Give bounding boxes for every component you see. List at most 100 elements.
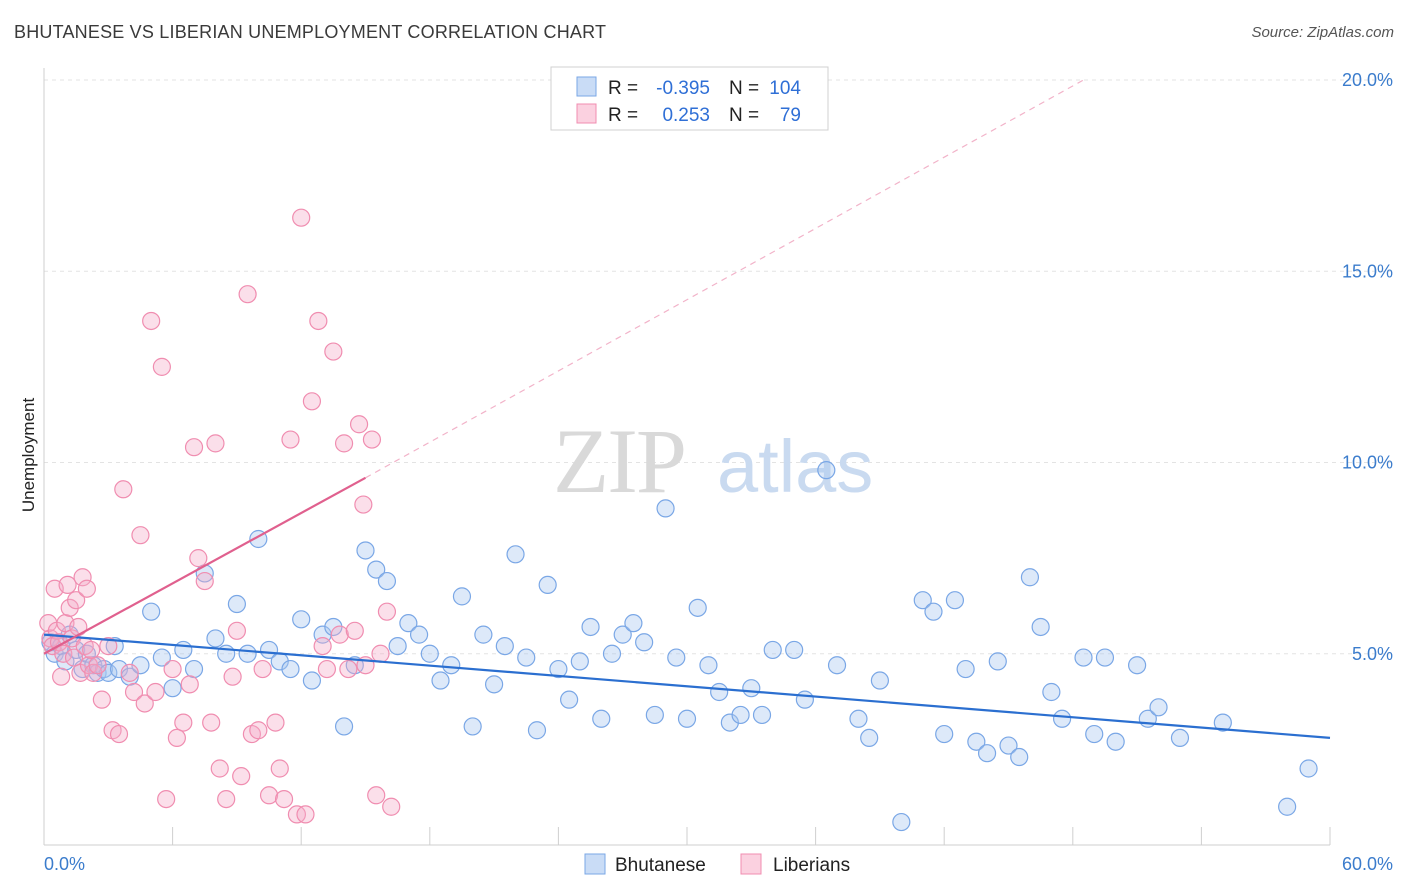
- point-bhutanese: [1170, 728, 1190, 748]
- point-liberians: [58, 575, 77, 595]
- tick-labels: 5.0% 10.0% 15.0% 20.0% 0.0% 60.0%: [44, 70, 1393, 874]
- liberians-r-value: 0.253: [662, 105, 710, 126]
- point-bhutanese: [677, 709, 697, 728]
- point-liberians: [82, 640, 101, 660]
- point-bhutanese: [506, 545, 525, 564]
- point-bhutanese: [935, 724, 954, 744]
- point-bhutanese: [495, 636, 514, 656]
- point-bhutanese: [849, 709, 868, 728]
- point-liberians: [330, 625, 349, 644]
- point-bhutanese: [105, 636, 124, 656]
- point-bhutanese: [602, 644, 622, 663]
- liberians-n-value: 79: [780, 105, 801, 126]
- point-bhutanese: [238, 644, 257, 663]
- point-bhutanese: [227, 594, 246, 614]
- trend-line-liberians: [43, 476, 367, 655]
- point-liberians: [259, 786, 279, 805]
- point-liberians: [124, 682, 144, 702]
- point-bhutanese: [570, 652, 589, 671]
- point-bhutanese: [259, 640, 279, 660]
- point-liberians: [292, 208, 311, 227]
- point-bhutanese: [742, 679, 761, 698]
- point-liberians: [339, 659, 358, 679]
- point-liberians: [120, 663, 139, 682]
- liberians-swatch: [576, 103, 597, 124]
- point-liberians: [317, 659, 337, 679]
- point-bhutanese: [356, 541, 375, 560]
- point-bhutanese: [292, 610, 311, 629]
- point-liberians: [274, 789, 294, 809]
- point-bhutanese: [377, 571, 397, 591]
- point-liberians: [253, 659, 272, 679]
- point-liberians: [296, 805, 315, 824]
- point-liberians: [377, 602, 397, 621]
- point-bhutanese: [624, 614, 643, 633]
- point-bhutanese: [635, 633, 654, 652]
- point-liberians: [157, 789, 176, 809]
- y-tick-label: 10.0%: [1342, 453, 1393, 473]
- point-bhutanese: [1020, 568, 1040, 587]
- point-liberians: [210, 759, 229, 778]
- trend-lines: [43, 79, 1331, 739]
- point-bhutanese: [1010, 747, 1029, 767]
- point-liberians: [174, 713, 193, 732]
- n-label: N =: [729, 105, 759, 126]
- y-tick-label: 5.0%: [1352, 644, 1393, 664]
- point-bhutanese: [613, 625, 632, 644]
- point-bhutanese: [1213, 713, 1232, 732]
- point-liberians: [92, 690, 111, 709]
- point-bhutanese: [592, 709, 611, 728]
- r-label: R =: [608, 105, 638, 126]
- point-bhutanese: [1149, 698, 1168, 717]
- point-liberians: [238, 285, 257, 304]
- watermark-zip: ZIP: [553, 410, 685, 512]
- point-bhutanese: [1052, 709, 1072, 728]
- point-liberians: [345, 621, 364, 640]
- point-liberians: [142, 311, 161, 331]
- point-bhutanese: [431, 671, 450, 690]
- point-bhutanese: [656, 499, 675, 518]
- point-liberians: [349, 415, 369, 434]
- point-bhutanese: [399, 614, 418, 633]
- point-bhutanese: [560, 690, 579, 709]
- point-bhutanese: [420, 644, 439, 663]
- point-bhutanese: [474, 625, 493, 644]
- point-bhutanese: [688, 598, 707, 617]
- point-bhutanese: [977, 744, 997, 763]
- point-bhutanese: [442, 656, 461, 675]
- point-liberians: [146, 682, 165, 702]
- point-bhutanese: [752, 705, 772, 725]
- point-liberians: [99, 636, 118, 656]
- point-bhutanese: [463, 717, 482, 736]
- point-bhutanese: [1127, 656, 1147, 675]
- point-bhutanese: [581, 617, 600, 637]
- legend-liberians-label: Liberians: [773, 855, 850, 876]
- point-bhutanese: [913, 591, 932, 610]
- bhutanese-swatch: [576, 76, 597, 97]
- point-bhutanese: [945, 591, 965, 610]
- stats-legend-box: [550, 66, 829, 131]
- point-bhutanese: [388, 636, 407, 656]
- point-liberians: [114, 480, 133, 499]
- watermark: ZIP atlas: [553, 410, 873, 512]
- point-liberians: [367, 786, 386, 805]
- chart-source: Source: ZipAtlas.com: [1251, 24, 1394, 41]
- point-bhutanese: [924, 602, 943, 621]
- n-label: N =: [729, 78, 759, 99]
- point-bhutanese: [1074, 648, 1093, 667]
- point-bhutanese: [409, 625, 429, 644]
- point-bhutanese: [163, 679, 182, 698]
- point-liberians: [227, 621, 246, 640]
- point-bhutanese: [967, 732, 986, 751]
- bhutanese-r-value: -0.395: [656, 78, 710, 99]
- point-liberians: [281, 430, 300, 449]
- point-bhutanese: [485, 675, 504, 694]
- point-bhutanese: [870, 671, 890, 690]
- point-bhutanese: [334, 717, 354, 736]
- point-liberians: [52, 667, 71, 686]
- legend-bhutanese-swatch: [584, 853, 606, 875]
- point-liberians: [163, 659, 182, 679]
- point-liberians: [88, 656, 107, 675]
- legend-liberians-swatch: [740, 853, 762, 875]
